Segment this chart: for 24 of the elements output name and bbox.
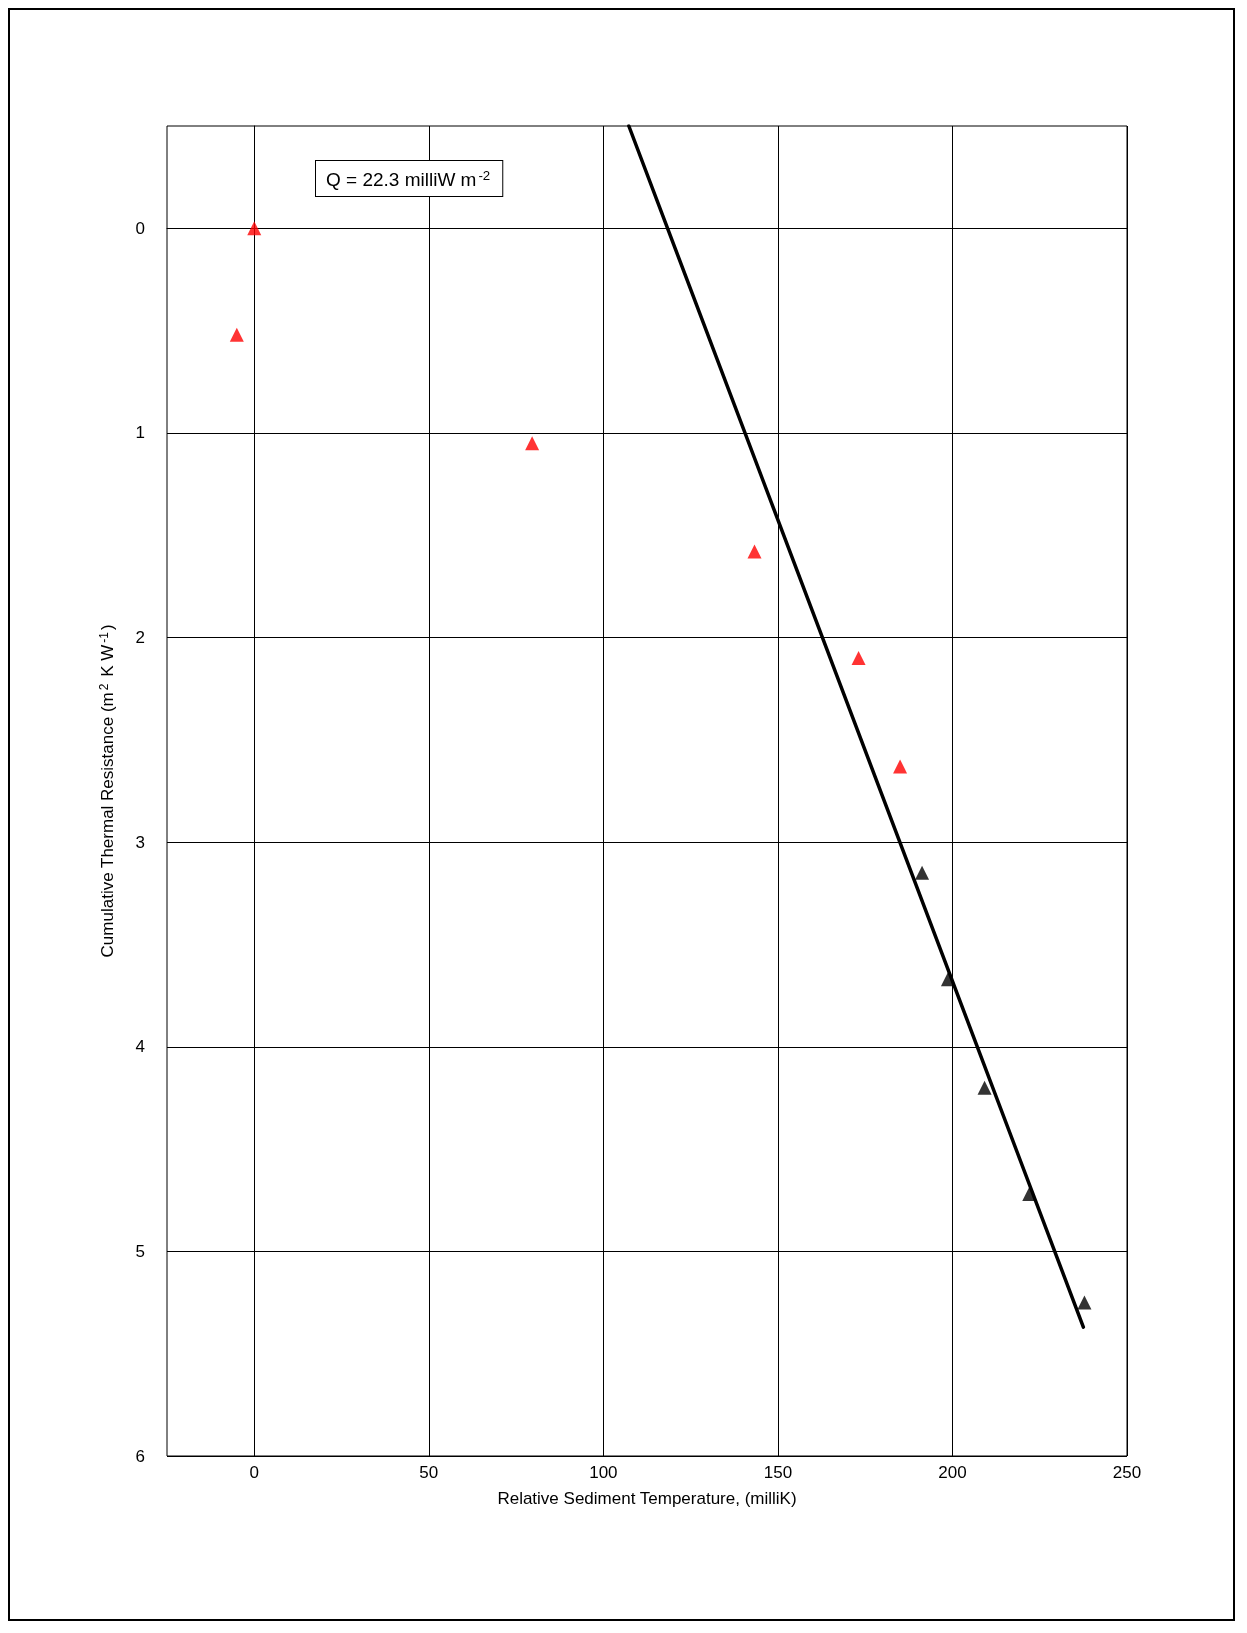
y-tick-label: 4 [135,1037,145,1057]
point [747,544,762,559]
x-axis-title: Relative Sediment Temperature, (milliK) [497,1489,797,1508]
point [247,221,262,236]
y-tick-label: 6 [135,1446,145,1466]
x-tick-label: 250 [1112,1463,1142,1482]
x-tick-label: 50 [419,1463,439,1482]
x-tick-label: 200 [938,1463,967,1482]
point [851,651,866,665]
point [1077,1295,1092,1310]
point [893,759,908,774]
point [229,327,244,342]
point [915,865,930,880]
x-tick-label: 100 [589,1463,618,1482]
y-tick-label: 0 [135,218,145,238]
y-tick-label: 3 [135,832,145,852]
x-tick-label: 0 [249,1463,260,1482]
point [977,1080,992,1095]
y-axis-title: Cumulative Thermal Resistance (m2 K W-1) [97,624,118,958]
y-tick-label: 5 [135,1241,145,1261]
y-tick-label: 1 [135,423,145,443]
x-tick-label: 150 [763,1463,793,1482]
point [525,436,540,451]
y-tick-label: 2 [135,628,145,648]
